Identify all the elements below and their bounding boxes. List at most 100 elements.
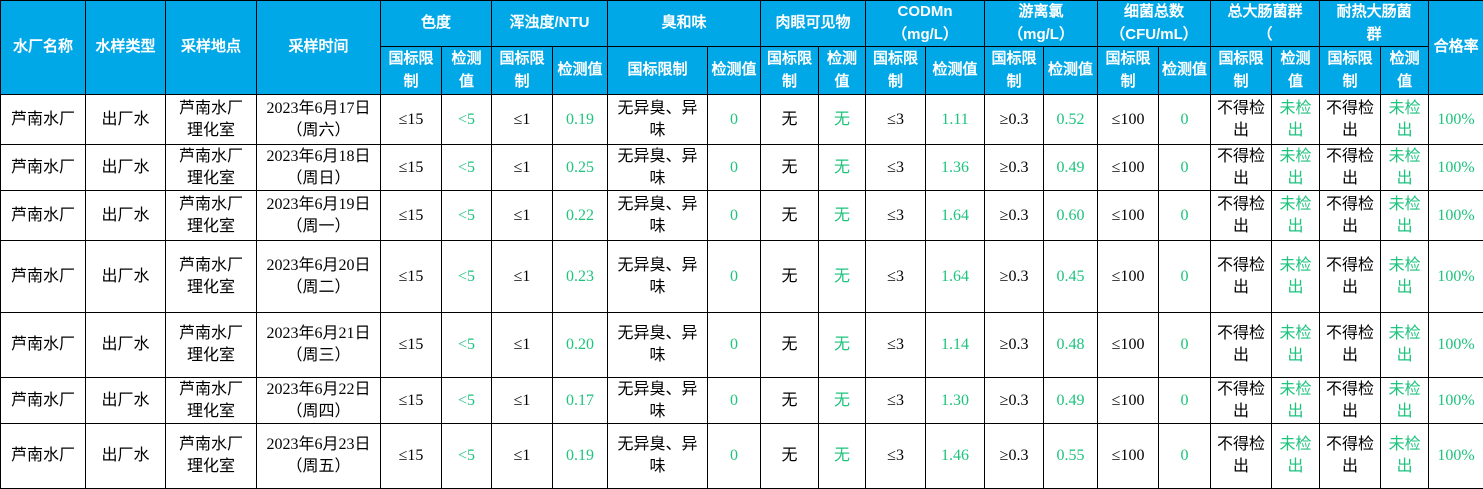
cell-odor-limit: 无异臭、异味 <box>608 378 708 424</box>
cell-odor-value: 0 <box>708 191 761 241</box>
cell-visible-limit: 无 <box>761 313 819 378</box>
cell-plant: 芦南水厂 <box>1 313 86 378</box>
cell-chlorine-value: 0.49 <box>1044 378 1098 424</box>
cell-codmn-value: 1.30 <box>926 378 985 424</box>
cell-chlorine-value: 0.45 <box>1044 241 1098 313</box>
cell-codmn-value: 1.14 <box>926 313 985 378</box>
cell-turbidity-value: 0.20 <box>553 313 608 378</box>
cell-chlorine-limit: ≥0.3 <box>985 424 1044 489</box>
cell-type: 出厂水 <box>86 424 166 489</box>
cell-bacteria-limit: ≤100 <box>1098 241 1159 313</box>
cell-pass-rate: 100% <box>1429 241 1483 313</box>
cell-codmn-limit: ≤3 <box>866 313 926 378</box>
col-group-bacteria-count: 细菌总数 （CFU/mL） <box>1098 1 1211 47</box>
cell-chroma-limit: ≤15 <box>381 313 442 378</box>
cell-turbidity-limit: ≤1 <box>492 378 553 424</box>
cell-chlorine-value: 0.48 <box>1044 313 1098 378</box>
cell-bacteria-value: 0 <box>1159 95 1211 145</box>
cell-chroma-value: <5 <box>442 424 492 489</box>
cell-location: 芦南水厂 理化室 <box>166 145 257 191</box>
cell-pass-rate: 100% <box>1429 378 1483 424</box>
cell-codmn-value: 1.46 <box>926 424 985 489</box>
sub-header-limit: 国标限制 <box>761 47 819 95</box>
cell-chroma-value: <5 <box>442 313 492 378</box>
cell-bacteria-limit: ≤100 <box>1098 424 1159 489</box>
col-group-odor-taste: 臭和味 <box>608 1 761 47</box>
sub-header-limit: 国标限制 <box>1098 47 1159 95</box>
col-group-total-coliform: 总大肠菌群 （ <box>1211 1 1320 47</box>
sub-header-value: 检测值 <box>553 47 608 95</box>
cell-bacteria-value: 0 <box>1159 424 1211 489</box>
cell-odor-value: 0 <box>708 145 761 191</box>
cell-location: 芦南水厂 理化室 <box>166 313 257 378</box>
cell-coliform-value: 未检出 <box>1272 241 1320 313</box>
cell-chlorine-value: 0.55 <box>1044 424 1098 489</box>
cell-codmn-limit: ≤3 <box>866 378 926 424</box>
cell-chlorine-value: 0.60 <box>1044 191 1098 241</box>
cell-odor-limit: 无异臭、异味 <box>608 313 708 378</box>
sub-header-limit: 国标限制 <box>381 47 442 95</box>
cell-bacteria-limit: ≤100 <box>1098 313 1159 378</box>
cell-thermo-value: 未检出 <box>1381 378 1429 424</box>
cell-chroma-value: <5 <box>442 95 492 145</box>
cell-coliform-limit: 不得检出 <box>1211 313 1272 378</box>
sub-header-value: 检测值 <box>1044 47 1098 95</box>
cell-coliform-value: 未检出 <box>1272 191 1320 241</box>
cell-type: 出厂水 <box>86 191 166 241</box>
cell-visible-value: 无 <box>819 145 866 191</box>
table-header: 水厂名称 水样类型 采样地点 采样时间 色度 浑浊度/NTU 臭和味 肉眼可见物… <box>1 1 1483 95</box>
cell-turbidity-value: 0.17 <box>553 378 608 424</box>
cell-bacteria-limit: ≤100 <box>1098 95 1159 145</box>
cell-location: 芦南水厂 理化室 <box>166 378 257 424</box>
sub-header-limit: 国标限制 <box>1211 47 1272 95</box>
cell-odor-value: 0 <box>708 241 761 313</box>
cell-turbidity-limit: ≤1 <box>492 95 553 145</box>
cell-visible-limit: 无 <box>761 95 819 145</box>
sub-header-limit: 国标限制 <box>866 47 926 95</box>
cell-location: 芦南水厂 理化室 <box>166 95 257 145</box>
sub-header-value: 检测值 <box>442 47 492 95</box>
cell-thermo-value: 未检出 <box>1381 191 1429 241</box>
cell-thermo-limit: 不得检出 <box>1320 378 1381 424</box>
cell-codmn-value: 1.36 <box>926 145 985 191</box>
cell-coliform-limit: 不得检出 <box>1211 241 1272 313</box>
cell-thermo-value: 未检出 <box>1381 241 1429 313</box>
cell-plant: 芦南水厂 <box>1 95 86 145</box>
col-header-sampling-time: 采样时间 <box>257 1 381 95</box>
cell-thermo-value: 未检出 <box>1381 424 1429 489</box>
cell-coliform-value: 未检出 <box>1272 145 1320 191</box>
sub-header-value: 检测值 <box>708 47 761 95</box>
cell-turbidity-value: 0.22 <box>553 191 608 241</box>
cell-codmn-value: 1.11 <box>926 95 985 145</box>
cell-visible-value: 无 <box>819 313 866 378</box>
cell-type: 出厂水 <box>86 241 166 313</box>
cell-thermo-limit: 不得检出 <box>1320 313 1381 378</box>
cell-pass-rate: 100% <box>1429 191 1483 241</box>
cell-visible-limit: 无 <box>761 145 819 191</box>
cell-thermo-value: 未检出 <box>1381 95 1429 145</box>
cell-chlorine-limit: ≥0.3 <box>985 378 1044 424</box>
cell-visible-limit: 无 <box>761 191 819 241</box>
cell-location: 芦南水厂 理化室 <box>166 191 257 241</box>
cell-odor-limit: 无异臭、异味 <box>608 145 708 191</box>
cell-time: 2023年6月22日 （周四） <box>257 378 381 424</box>
cell-codmn-limit: ≤3 <box>866 191 926 241</box>
sub-header-value: 检测值 <box>1272 47 1320 95</box>
cell-codmn-limit: ≤3 <box>866 145 926 191</box>
cell-type: 出厂水 <box>86 313 166 378</box>
cell-chroma-value: <5 <box>442 191 492 241</box>
cell-time: 2023年6月21日 （周三） <box>257 313 381 378</box>
cell-chroma-limit: ≤15 <box>381 424 442 489</box>
col-group-free-chlorine: 游离氯 （mg/L） <box>985 1 1098 47</box>
col-header-sample-type: 水样类型 <box>86 1 166 95</box>
cell-plant: 芦南水厂 <box>1 378 86 424</box>
cell-odor-limit: 无异臭、异味 <box>608 95 708 145</box>
sub-header-limit: 国标限制 <box>985 47 1044 95</box>
cell-bacteria-value: 0 <box>1159 313 1211 378</box>
sub-header-limit: 国标限制 <box>492 47 553 95</box>
cell-plant: 芦南水厂 <box>1 424 86 489</box>
col-group-chroma: 色度 <box>381 1 492 47</box>
cell-coliform-value: 未检出 <box>1272 313 1320 378</box>
cell-coliform-limit: 不得检出 <box>1211 191 1272 241</box>
